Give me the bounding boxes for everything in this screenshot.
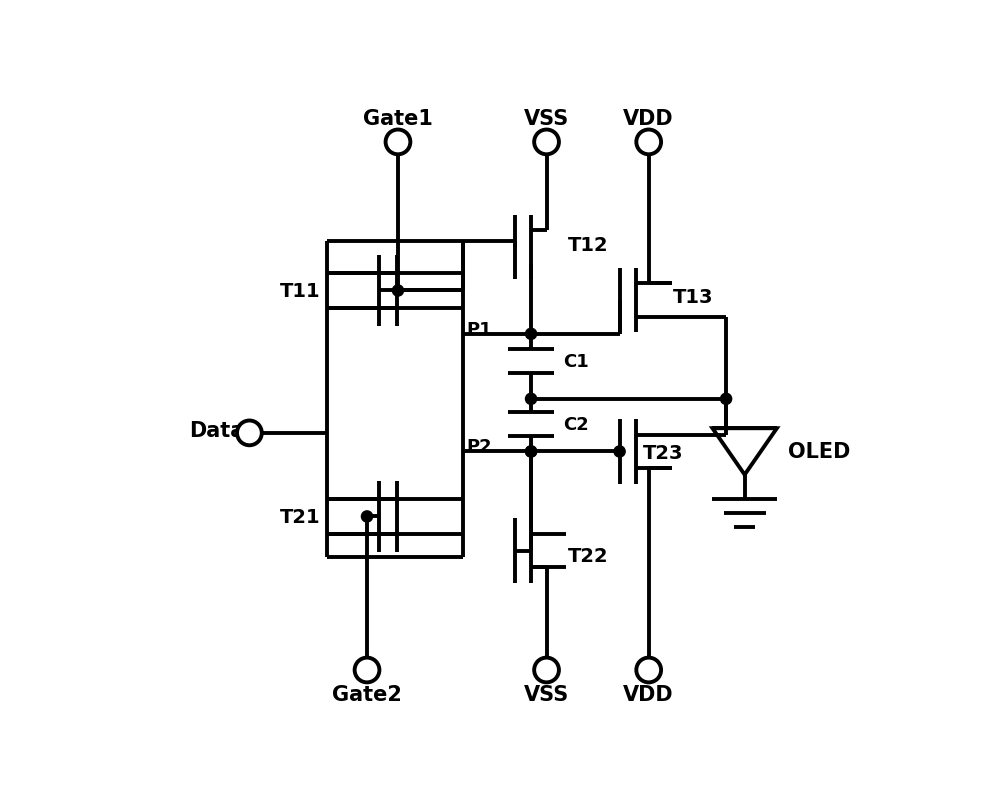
Text: P1: P1 [466,320,492,338]
Circle shape [636,658,661,683]
Circle shape [237,421,262,446]
Text: T21: T21 [280,507,321,526]
Circle shape [526,446,537,458]
Text: C2: C2 [564,416,589,434]
Text: Data: Data [189,420,244,440]
Circle shape [534,658,559,683]
Text: C1: C1 [564,353,589,371]
Circle shape [386,130,410,155]
Text: T23: T23 [643,443,683,463]
Text: T22: T22 [568,546,609,565]
Text: VDD: VDD [623,109,674,129]
Text: Gate1: Gate1 [363,109,433,129]
Text: T12: T12 [568,235,609,255]
Text: T13: T13 [673,287,714,307]
Circle shape [614,446,625,458]
Circle shape [526,329,537,340]
Circle shape [392,286,404,296]
Circle shape [526,393,537,405]
Text: P2: P2 [466,438,492,456]
Circle shape [361,512,373,523]
Text: VSS: VSS [524,683,569,703]
Circle shape [636,130,661,155]
Text: VSS: VSS [524,109,569,129]
Text: Gate2: Gate2 [332,683,402,703]
Text: VDD: VDD [623,683,674,703]
Text: T11: T11 [280,282,321,300]
Circle shape [355,658,379,683]
Text: OLED: OLED [788,442,850,462]
Circle shape [526,446,537,458]
Circle shape [534,130,559,155]
Circle shape [721,393,732,405]
